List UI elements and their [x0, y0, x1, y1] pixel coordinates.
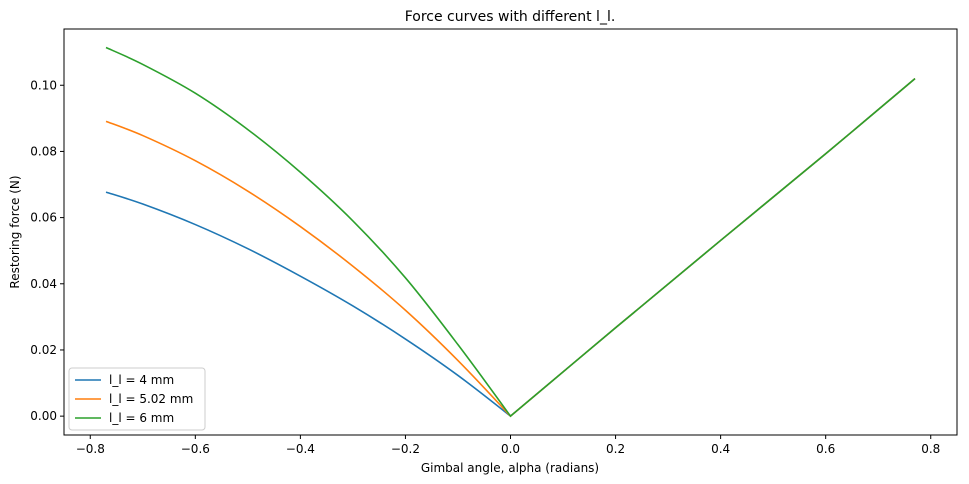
legend-label-2: l_l = 5.02 mm — [109, 392, 193, 406]
series-line-3 — [105, 46, 916, 418]
y-tick-label: 0.10 — [30, 78, 57, 92]
y-tick-label: 0.00 — [30, 409, 57, 423]
y-axis-label: Restoring force (N) — [8, 175, 22, 288]
legend: l_l = 4 mm l_l = 5.02 mm l_l = 6 mm — [68, 367, 206, 431]
legend-frame — [68, 367, 206, 431]
chart-title: Force curves with different l_l. — [405, 9, 616, 25]
legend-label-1: l_l = 4 mm — [109, 373, 174, 387]
x-axis-label: Gimbal angle, alpha (radians) — [421, 461, 599, 475]
x-tick-label: −0.8 — [76, 442, 105, 456]
legend-label-3: l_l = 6 mm — [109, 411, 174, 425]
x-tick-label: 0.4 — [711, 442, 730, 456]
x-tick-label: 0.2 — [606, 442, 625, 456]
x-tick-label: 0.0 — [501, 442, 520, 456]
x-tick-label: −0.2 — [391, 442, 420, 456]
y-tick-label: 0.08 — [30, 144, 57, 158]
x-tick-label: −0.4 — [286, 442, 315, 456]
y-tick-label: 0.04 — [30, 277, 57, 291]
x-tick-label: 0.6 — [816, 442, 835, 456]
x-tick-label: −0.6 — [181, 442, 210, 456]
y-tick-label: 0.06 — [30, 211, 57, 225]
x-tick-label: 0.8 — [921, 442, 940, 456]
y-tick-label: 0.02 — [30, 343, 57, 357]
